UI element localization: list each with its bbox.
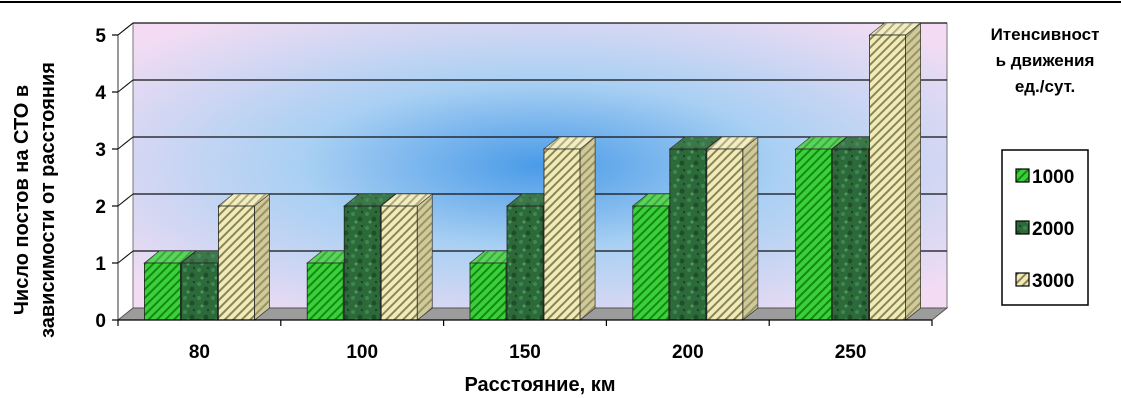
x-tick-label: 80 — [189, 342, 210, 363]
legend-item-2000: 2000 — [1015, 219, 1074, 240]
x-axis-title: Расстояние, км — [464, 374, 615, 396]
y-tick-label: 5 — [95, 26, 106, 47]
legend-title-line2: ь движения — [996, 51, 1095, 70]
legend-label: 1000 — [1032, 167, 1074, 188]
legend: Итенсивност ь движения ед./сут. 1000 2000… — [991, 25, 1100, 306]
legend-swatch — [1015, 272, 1030, 287]
y-tick-label: 4 — [95, 83, 106, 104]
bar-3000-150 — [542, 136, 597, 321]
y-tick-label: 1 — [95, 254, 106, 275]
legend-swatch — [1015, 168, 1030, 183]
x-axis: 80 100 150 200 250 — [117, 319, 933, 363]
y-tick-label: 0 — [95, 311, 106, 332]
y-axis: 0 1 2 3 4 5 — [95, 26, 118, 332]
x-tick-label: 100 — [346, 342, 378, 363]
x-tick-label: 150 — [509, 342, 541, 363]
bar-3000-250 — [868, 22, 922, 321]
x-tick-label: 250 — [835, 342, 867, 363]
legend-title-line3: ед./сут. — [1015, 77, 1075, 96]
legend-label: 2000 — [1032, 219, 1074, 240]
y-axis-title-line1: Число постов на СТО в — [11, 85, 33, 315]
legend-label: 3000 — [1032, 271, 1074, 292]
legend-item-3000: 3000 — [1015, 271, 1074, 292]
legend-swatch — [1015, 220, 1030, 235]
y-axis-title-line2: зависимости от расстояния — [37, 62, 59, 338]
legend-title-line1: Итенсивност — [991, 25, 1100, 44]
x-tick-label: 200 — [672, 342, 704, 363]
bars — [143, 22, 922, 321]
legend-item-1000: 1000 — [1015, 167, 1074, 188]
bar-3000-100 — [380, 193, 434, 321]
bar-3000-200 — [705, 136, 759, 321]
bar-3000-80 — [217, 193, 271, 321]
y-tick-label: 2 — [95, 197, 106, 218]
y-tick-label: 3 — [95, 140, 106, 161]
